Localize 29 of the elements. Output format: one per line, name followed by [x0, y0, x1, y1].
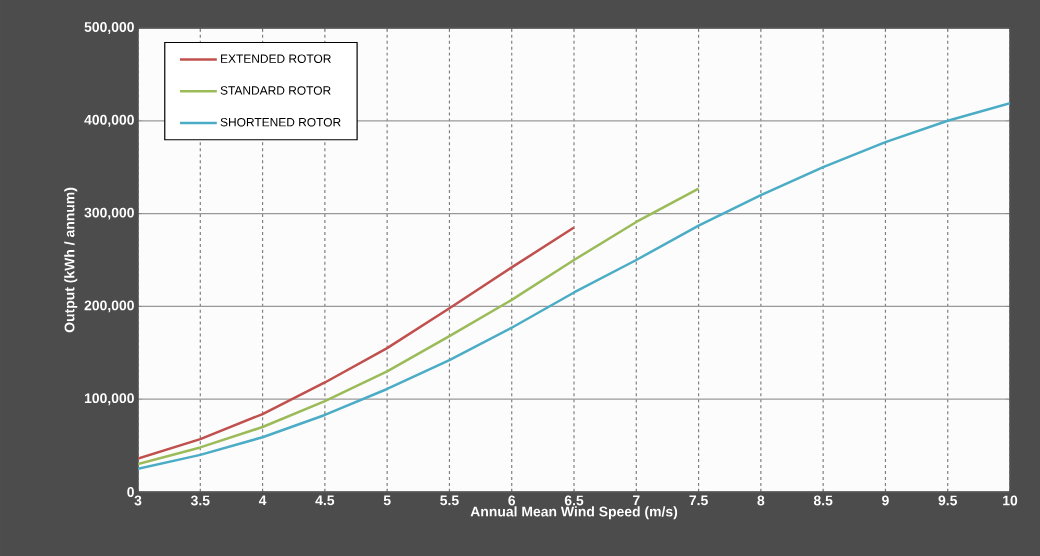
y-tick-label: 200,000 [84, 300, 134, 313]
x-tick-label: 10 [1003, 495, 1018, 506]
y-tick-label: 500,000 [84, 22, 134, 34]
line-series [138, 226, 576, 460]
y-tick-label: 100,000 [84, 393, 134, 406]
legend-label: STANDARD ROTOR [220, 86, 331, 95]
x-tick-label: 8 [757, 495, 765, 506]
x-tick-label: 7.5 [689, 495, 708, 506]
x-tick-label: 5 [383, 495, 391, 506]
legend-label: EXTENDED ROTOR [221, 54, 331, 63]
x-axis-title: Annual Mean Wind Speed (m/s) [470, 506, 678, 520]
y-axis-title: Output (kWh / annum) [64, 187, 78, 333]
x-tick-label: 4 [258, 495, 267, 506]
x-tick-label: 4.5 [315, 495, 335, 506]
line-series [138, 101, 1011, 471]
y-tick-label: 0 [127, 487, 134, 497]
y-tick-label: 400,000 [84, 114, 134, 127]
x-tick-label: 3.5 [190, 495, 210, 506]
line-series [138, 187, 700, 466]
x-tick-label: 5.5 [440, 495, 459, 506]
x-tick-label: 8.5 [813, 495, 833, 506]
x-tick-label: 9 [882, 495, 889, 506]
x-tick-label: 6 [508, 495, 516, 506]
x-tick-label: 3 [134, 495, 142, 506]
x-tick-label: 9.5 [938, 495, 958, 506]
legend-label: SHORTENED ROTOR [220, 117, 341, 127]
x-tick-label: 6.5 [564, 495, 584, 506]
y-tick-label: 300,000 [84, 207, 134, 220]
x-tick-label: 7 [633, 495, 640, 506]
